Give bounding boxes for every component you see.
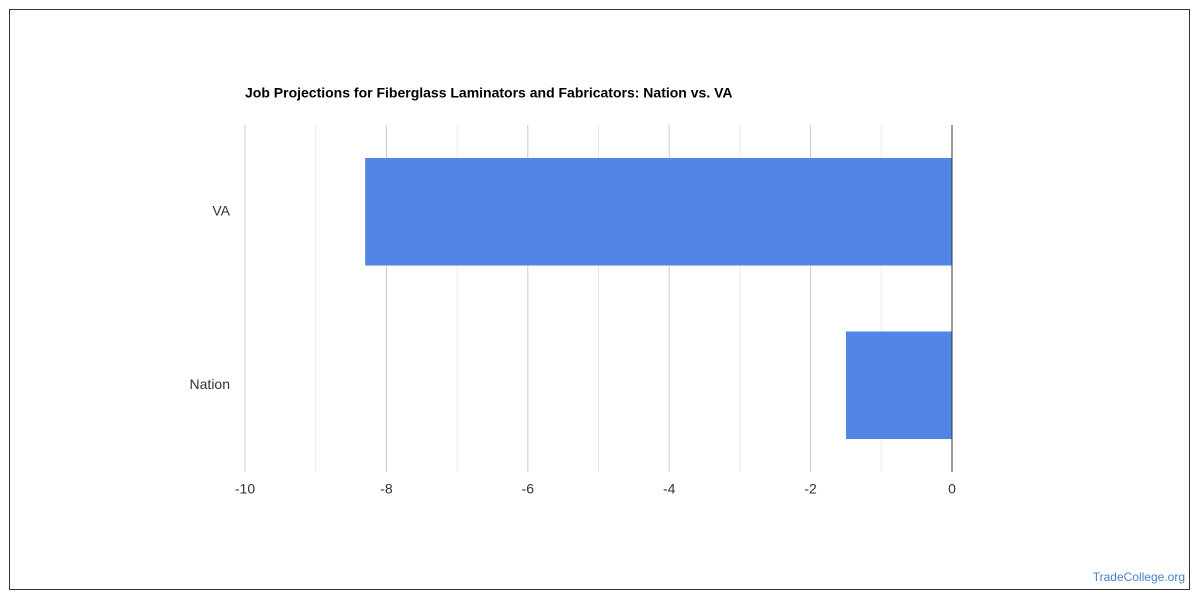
x-tick-label: -4: [663, 481, 676, 497]
x-tick-label: 0: [948, 481, 956, 497]
watermark: TradeCollege.org: [1093, 570, 1185, 584]
y-tick-label: Nation: [190, 376, 230, 392]
bar: [845, 331, 952, 440]
x-tick-label: -10: [235, 481, 255, 497]
y-tick-label: VA: [212, 202, 230, 218]
x-tick-label: -6: [522, 481, 535, 497]
chart-frame: [9, 9, 1190, 590]
bar: [365, 157, 952, 266]
chart-title: Job Projections for Fiberglass Laminator…: [245, 85, 733, 101]
x-tick-label: -2: [804, 481, 817, 497]
x-tick-label: -8: [380, 481, 393, 497]
